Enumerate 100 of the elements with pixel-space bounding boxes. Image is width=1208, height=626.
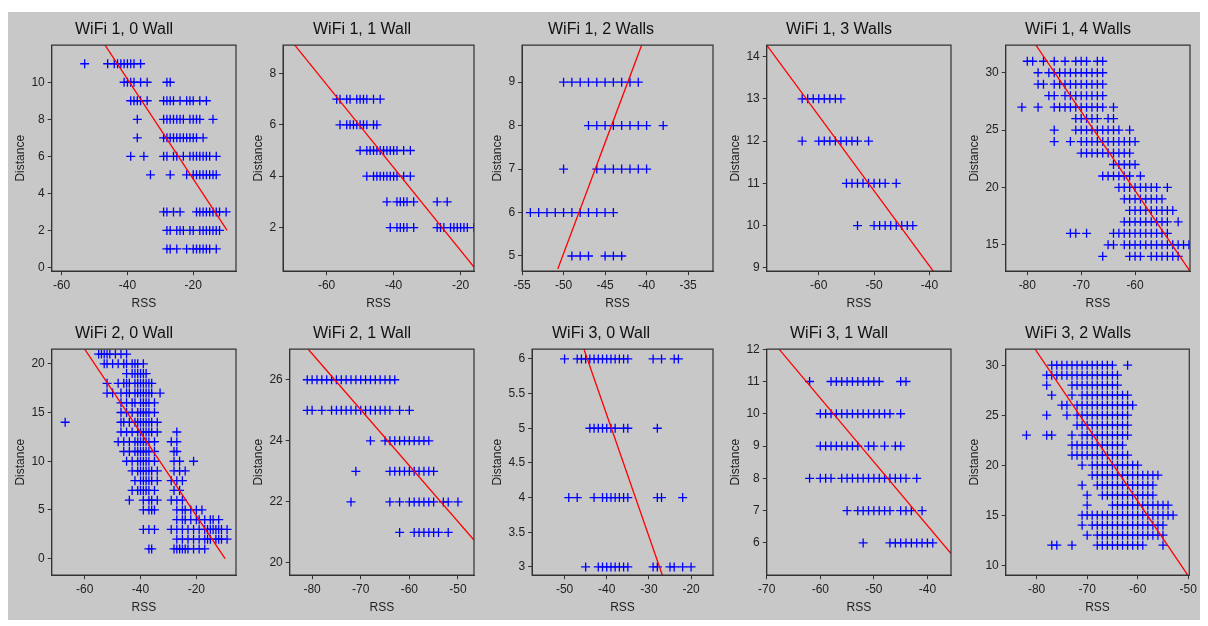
point: [1147, 490, 1158, 501]
y-tick-label: 7: [753, 502, 761, 517]
point: [207, 114, 219, 125]
x-tick-label: -70: [1072, 277, 1090, 292]
y-tick-label: 30: [984, 357, 999, 372]
y-tick-label: 7: [508, 161, 516, 176]
point: [211, 169, 222, 181]
y-tick-label: 6: [518, 351, 526, 366]
point: [624, 120, 635, 131]
point: [351, 466, 362, 477]
x-tick-label: -50: [1179, 581, 1197, 596]
point: [221, 524, 233, 535]
chart-title: WiFi 1, 3 Walls: [786, 20, 893, 38]
y-tick-label: 10: [31, 453, 46, 468]
point: [145, 169, 156, 181]
point: [1157, 520, 1168, 531]
y-tick-label: 14: [746, 48, 761, 63]
x-tick-label: -40: [637, 277, 656, 292]
point: [101, 378, 113, 389]
point: [1097, 102, 1108, 113]
point: [1147, 480, 1158, 491]
point: [180, 465, 191, 477]
x-tick-label: -20: [184, 277, 203, 292]
y-axis-title: Distance: [489, 438, 504, 486]
y-axis-title: Distance: [966, 134, 981, 182]
x-axis-title: RSS: [609, 600, 635, 615]
point: [647, 353, 659, 365]
point: [574, 76, 586, 88]
point: [583, 250, 594, 262]
x-axis-title: RSS: [846, 296, 872, 311]
x-tick-label: -70: [758, 581, 776, 596]
point: [608, 163, 619, 175]
point: [138, 151, 150, 162]
y-tick-label: 2: [38, 222, 46, 237]
chart-title: WiFi 3, 2 Walls: [1024, 324, 1131, 342]
point: [181, 169, 192, 181]
x-tick-label: -60: [76, 581, 94, 596]
point: [181, 243, 192, 255]
point: [566, 250, 577, 262]
y-axis-title: Distance: [489, 134, 504, 182]
point: [1156, 193, 1167, 205]
point: [385, 496, 396, 508]
y-axis-title: Distance: [12, 134, 27, 182]
y-tick-label: 9: [508, 74, 516, 89]
chart-title: WiFi 2, 0 Wall: [74, 324, 174, 342]
y-tick-label: 20: [269, 555, 284, 570]
point: [152, 426, 163, 438]
point: [1076, 520, 1087, 531]
point: [171, 243, 182, 255]
point: [895, 440, 906, 452]
point: [632, 76, 644, 88]
x-tick-label: -40: [131, 581, 150, 596]
y-tick-label: 0: [38, 550, 46, 565]
point: [797, 135, 808, 147]
y-tick-label: 24: [269, 433, 284, 448]
point: [858, 537, 869, 549]
x-tick-label: -50: [865, 277, 884, 292]
y-tick-label: 6: [508, 204, 516, 219]
x-tick-label: -40: [920, 277, 939, 292]
point: [599, 76, 611, 88]
point: [442, 196, 453, 208]
x-tick-label: -80: [303, 581, 322, 596]
point: [599, 207, 611, 218]
y-tick-label: 8: [508, 117, 516, 132]
y-tick-label: 4: [38, 185, 46, 200]
point: [1157, 540, 1168, 551]
point: [1124, 170, 1135, 182]
point: [221, 534, 233, 545]
point: [624, 163, 635, 175]
y-tick-label: 22: [269, 494, 284, 509]
point: [641, 163, 652, 175]
y-axis-title: Distance: [727, 134, 742, 182]
chart-title: WiFi 1, 0 Wall: [74, 20, 174, 38]
point: [599, 163, 611, 175]
point: [1129, 136, 1140, 147]
point: [372, 119, 383, 130]
chart-title: WiFi 3, 1 Wall: [790, 324, 889, 342]
y-tick-label: 9: [753, 260, 761, 275]
point: [608, 250, 619, 262]
point: [1172, 216, 1183, 228]
point: [1032, 102, 1043, 113]
y-tick-label: 4.5: [508, 455, 526, 470]
point: [211, 243, 222, 255]
point: [566, 207, 577, 218]
point: [608, 76, 619, 88]
point: [60, 417, 71, 428]
y-tick-label: 5.5: [508, 385, 526, 400]
point: [599, 250, 611, 262]
x-axis-title: RSS: [131, 600, 157, 615]
x-tick-label: -50: [554, 277, 573, 292]
point: [165, 169, 176, 181]
point: [616, 76, 627, 88]
point: [1076, 480, 1087, 491]
y-tick-label: 15: [984, 507, 999, 522]
y-tick-label: 13: [746, 91, 761, 106]
point: [1061, 400, 1072, 411]
point: [566, 76, 577, 88]
chart-title: WiFi 3, 0 Wall: [551, 324, 650, 342]
y-tick-label: 10: [31, 74, 46, 89]
point: [656, 353, 667, 365]
